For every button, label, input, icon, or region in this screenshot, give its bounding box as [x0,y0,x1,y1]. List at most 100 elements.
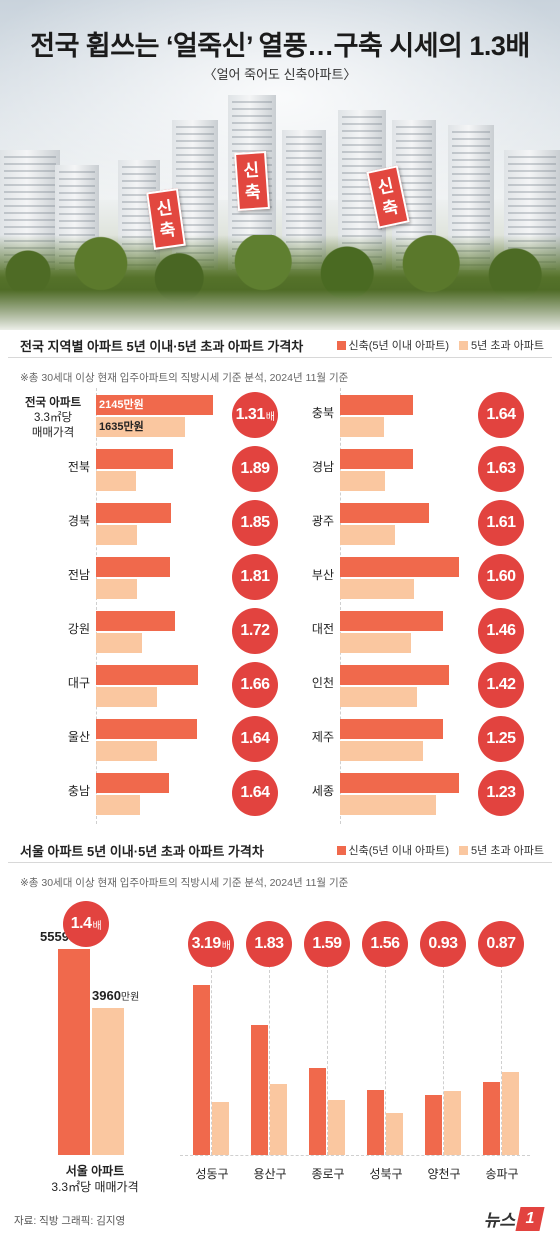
ratio-badge: 3.19 배 [188,921,234,967]
region-label: 충남 [67,784,90,798]
ratio-badge: 1.59 [304,921,350,967]
bar-old [340,525,395,545]
seoul-chart-title: 서울 아파트 5년 이내·5년 초과 아파트 가격차 [20,844,264,859]
region-label: 인천 [311,676,334,690]
ratio-badge: 1.42 [478,662,524,708]
ratio-badge: 1.60 [478,554,524,600]
ratio-badge: 1.64 [478,392,524,438]
bar-new [96,611,175,631]
seoul-old-unit: 만원 [120,992,140,1004]
bar-old [386,1113,403,1155]
bar-old [96,579,137,599]
ratio-badge: 1.23 [478,770,524,816]
page-title: 전국 휩쓰는 ‘얼죽신’ 열풍…구축 시세의 1.3배 [30,31,530,61]
national-section: 전국 지역별 아파트 5년 이내·5년 초과 아파트 가격차 신축(5년 이내 … [0,330,560,824]
axis-line [269,965,270,1155]
bar-old [270,1083,287,1155]
axis-line [327,965,328,1155]
ratio-value: 1.83 [254,935,284,952]
bar-old [340,417,385,437]
ratio-badge: 1.83 [246,921,292,967]
ratio-badge: 1.64 [232,770,278,816]
legend-label-old: 5년 초과 아파트 [471,845,544,857]
ratio-badge-seoul: 1.4 배 [63,901,109,947]
district-label: 성북구 [369,1167,403,1181]
legend-swatch-new [336,845,346,855]
bar-old [96,633,142,653]
ratio-badge: 0.87 [478,921,524,967]
ratio-value: 0.93 [428,935,458,952]
bar-old [340,579,415,599]
legend: 신축(5년 이내 아파트) 5년 초과 아파트 [336,842,544,858]
bar-new [96,773,169,793]
data-note: ※총 30세대 이상 현재 입주아파트의 직방시세 기준 분석, 2024년 1… [20,372,349,384]
axis-line [443,965,444,1155]
bar-new [96,719,197,739]
bar-new [309,1067,326,1155]
legend-swatch-old [459,845,469,855]
bar-new [251,1025,268,1155]
legend-item-new: 신축(5년 이내 아파트) [336,842,450,858]
bar-national-old: 1635만원 [96,417,186,437]
bar-old [96,741,158,761]
baseline [180,1155,530,1156]
ratio-badge: 1.72 [232,608,278,654]
seoul-old-number: 3960 [92,988,121,1004]
bar-old [96,687,158,707]
region-label: 광주 [311,514,334,528]
ratio-unit: 배 [221,940,231,952]
region-label: 충북 [311,406,334,420]
bar-old [328,1099,345,1155]
bar-new [425,1095,442,1155]
ratio-badge-national: 1.31 배 [232,392,278,438]
seoul-label-line: 3.3㎡당 매매가격 [51,1180,139,1194]
bar-old [340,741,423,761]
ratio-badge: 1.56 [362,921,408,967]
ratio-badge: 1.81 [232,554,278,600]
ratio-badge: 1.85 [232,500,278,546]
logo-text: 뉴스 [483,1211,515,1230]
bar-national-new-label: 2145만원 [99,399,144,411]
region-label: 경남 [311,460,334,474]
legend-swatch-old [459,340,469,350]
ratio-value: 1.59 [312,935,342,952]
legend-swatch-new [336,340,346,350]
seoul-label: 서울 아파트 3.3㎡당 매매가격 [40,1163,150,1195]
district-label: 용산구 [253,1167,287,1181]
axis-line [340,388,341,824]
bar-new [193,985,210,1155]
logo-mark: 1 [515,1206,545,1231]
region-label: 제주 [311,730,334,744]
axis-line [385,965,386,1155]
bar-old [340,471,385,491]
axis-line [96,388,97,824]
district-label: 종로구 [311,1167,345,1181]
legend-item-old: 5년 초과 아파트 [459,842,544,858]
bar-new [340,395,413,415]
bar-new [340,611,444,631]
ratio-badge: 1.89 [232,446,278,492]
ratio-unit: 배 [265,411,275,423]
ratio-badge: 1.63 [478,446,524,492]
axis-line [501,965,502,1155]
banner-new-build: 신축 [234,150,270,212]
region-label: 경북 [67,514,90,528]
legend-label-old: 5년 초과 아파트 [471,340,544,352]
bar-new [367,1090,384,1155]
ratio-badge: 1.66 [232,662,278,708]
bar-new [340,773,459,793]
district-label: 성동구 [195,1167,229,1181]
legend-label-new: 신축(5년 이내 아파트) [348,340,450,352]
bar-old [340,633,411,653]
legend-label-new: 신축(5년 이내 아파트) [348,845,450,857]
region-label: 전북 [67,460,90,474]
banner-text: 신축 [242,160,262,203]
bar-national-old-label: 1635만원 [99,421,144,433]
bar-new [340,665,449,685]
legend-item-new: 신축(5년 이내 아파트) [336,337,450,353]
bar-national-new: 2145만원 [96,395,214,415]
bar-seoul-new [58,949,90,1155]
bar-old [340,687,417,707]
bar-new [340,719,444,739]
axis-line [211,965,212,1155]
